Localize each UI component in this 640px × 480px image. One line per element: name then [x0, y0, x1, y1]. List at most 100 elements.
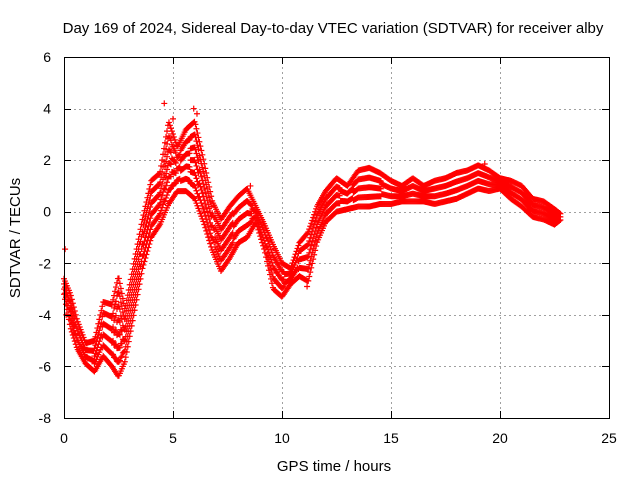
- data-point: [169, 131, 176, 138]
- data-point: [295, 242, 302, 249]
- data-point: [186, 150, 193, 157]
- data-point: [171, 136, 178, 143]
- data-point: [313, 243, 320, 250]
- x-tick-label: 10: [274, 430, 290, 446]
- data-point: [121, 358, 128, 365]
- data-point: [130, 312, 137, 319]
- data-point: [118, 340, 125, 347]
- data-point: [377, 178, 384, 185]
- data-point: [305, 277, 312, 284]
- data-point: [192, 121, 199, 128]
- data-point: [92, 350, 99, 357]
- data-point: [556, 210, 563, 217]
- data-point: [193, 187, 200, 194]
- data-point: [306, 237, 313, 244]
- data-point: [172, 170, 179, 177]
- data-point: [77, 326, 84, 333]
- data-point: [193, 138, 200, 145]
- data-point: [119, 295, 126, 302]
- data-point: [191, 118, 198, 125]
- data-point: [248, 218, 255, 225]
- y-tick-label: 4: [43, 101, 51, 117]
- y-tick-label: -6: [39, 358, 52, 374]
- data-point: [115, 275, 122, 282]
- data-point: [159, 169, 166, 176]
- data-point: [96, 327, 103, 334]
- data-point: [195, 134, 202, 141]
- data-point: [193, 162, 200, 169]
- data-point: [203, 204, 210, 211]
- data-point: [115, 358, 122, 365]
- data-point: [198, 173, 205, 180]
- data-point: [211, 239, 218, 246]
- data-point: [163, 182, 170, 189]
- data-point: [186, 177, 193, 184]
- data-point: [147, 237, 154, 244]
- data-point: [112, 341, 119, 348]
- data-point: [312, 247, 319, 254]
- data-point: [159, 192, 166, 199]
- data-point: [248, 210, 255, 217]
- data-point: [116, 318, 123, 325]
- data-point: [96, 316, 103, 323]
- data-point: [200, 205, 207, 212]
- data-point: [147, 215, 154, 222]
- data-point: [170, 133, 177, 140]
- data-point: [170, 115, 176, 122]
- data-point: [91, 353, 98, 360]
- y-axis-label: SDTVAR / TECUs: [7, 178, 24, 298]
- data-point: [194, 142, 201, 149]
- data-point: [164, 153, 171, 160]
- data-point: [202, 165, 209, 172]
- data-point: [157, 189, 164, 196]
- data-point: [167, 125, 174, 132]
- data-point: [306, 273, 313, 280]
- x-tick-label: 20: [492, 430, 508, 446]
- data-point: [193, 125, 200, 132]
- x-tick-labels: 0 5 10 15 20 25: [60, 430, 617, 446]
- data-point: [143, 251, 150, 258]
- data-point: [309, 217, 316, 224]
- data-point: [70, 304, 77, 311]
- data-point: [167, 173, 174, 180]
- data-point: [313, 233, 320, 240]
- data-point: [112, 355, 119, 362]
- data-point: [207, 240, 214, 247]
- data-point: [145, 244, 152, 251]
- data-point: [247, 201, 254, 208]
- data-point: [138, 270, 145, 277]
- data-point: [71, 338, 78, 345]
- data-point: [116, 331, 123, 338]
- data-point: [203, 227, 210, 234]
- data-point: [264, 235, 271, 242]
- data-point: [74, 318, 81, 325]
- data-point: [126, 333, 133, 340]
- data-point: [311, 251, 318, 258]
- x-tick-label: 15: [383, 430, 399, 446]
- y-tick-label: 6: [43, 49, 51, 65]
- data-point: [309, 260, 316, 267]
- data-point: [78, 329, 85, 336]
- data-point: [147, 181, 154, 188]
- data-point: [115, 331, 122, 338]
- data-point: [186, 163, 193, 170]
- data-point: [208, 203, 215, 210]
- data-point: [310, 214, 317, 221]
- data-point: [72, 331, 79, 338]
- data-point: [193, 175, 200, 182]
- data-point: [68, 296, 75, 303]
- data-series: [61, 100, 564, 379]
- data-point: [163, 194, 170, 201]
- data-point: [229, 239, 236, 246]
- data-point: [194, 130, 201, 137]
- x-tick-label: 5: [169, 430, 177, 446]
- data-point: [112, 298, 119, 305]
- data-point: [112, 288, 119, 295]
- data-point: [193, 110, 200, 117]
- y-tick-label: 2: [43, 152, 51, 168]
- data-point: [198, 147, 205, 154]
- data-point: [205, 179, 212, 186]
- data-point: [171, 158, 178, 165]
- data-point: [110, 351, 117, 358]
- data-point: [279, 284, 286, 291]
